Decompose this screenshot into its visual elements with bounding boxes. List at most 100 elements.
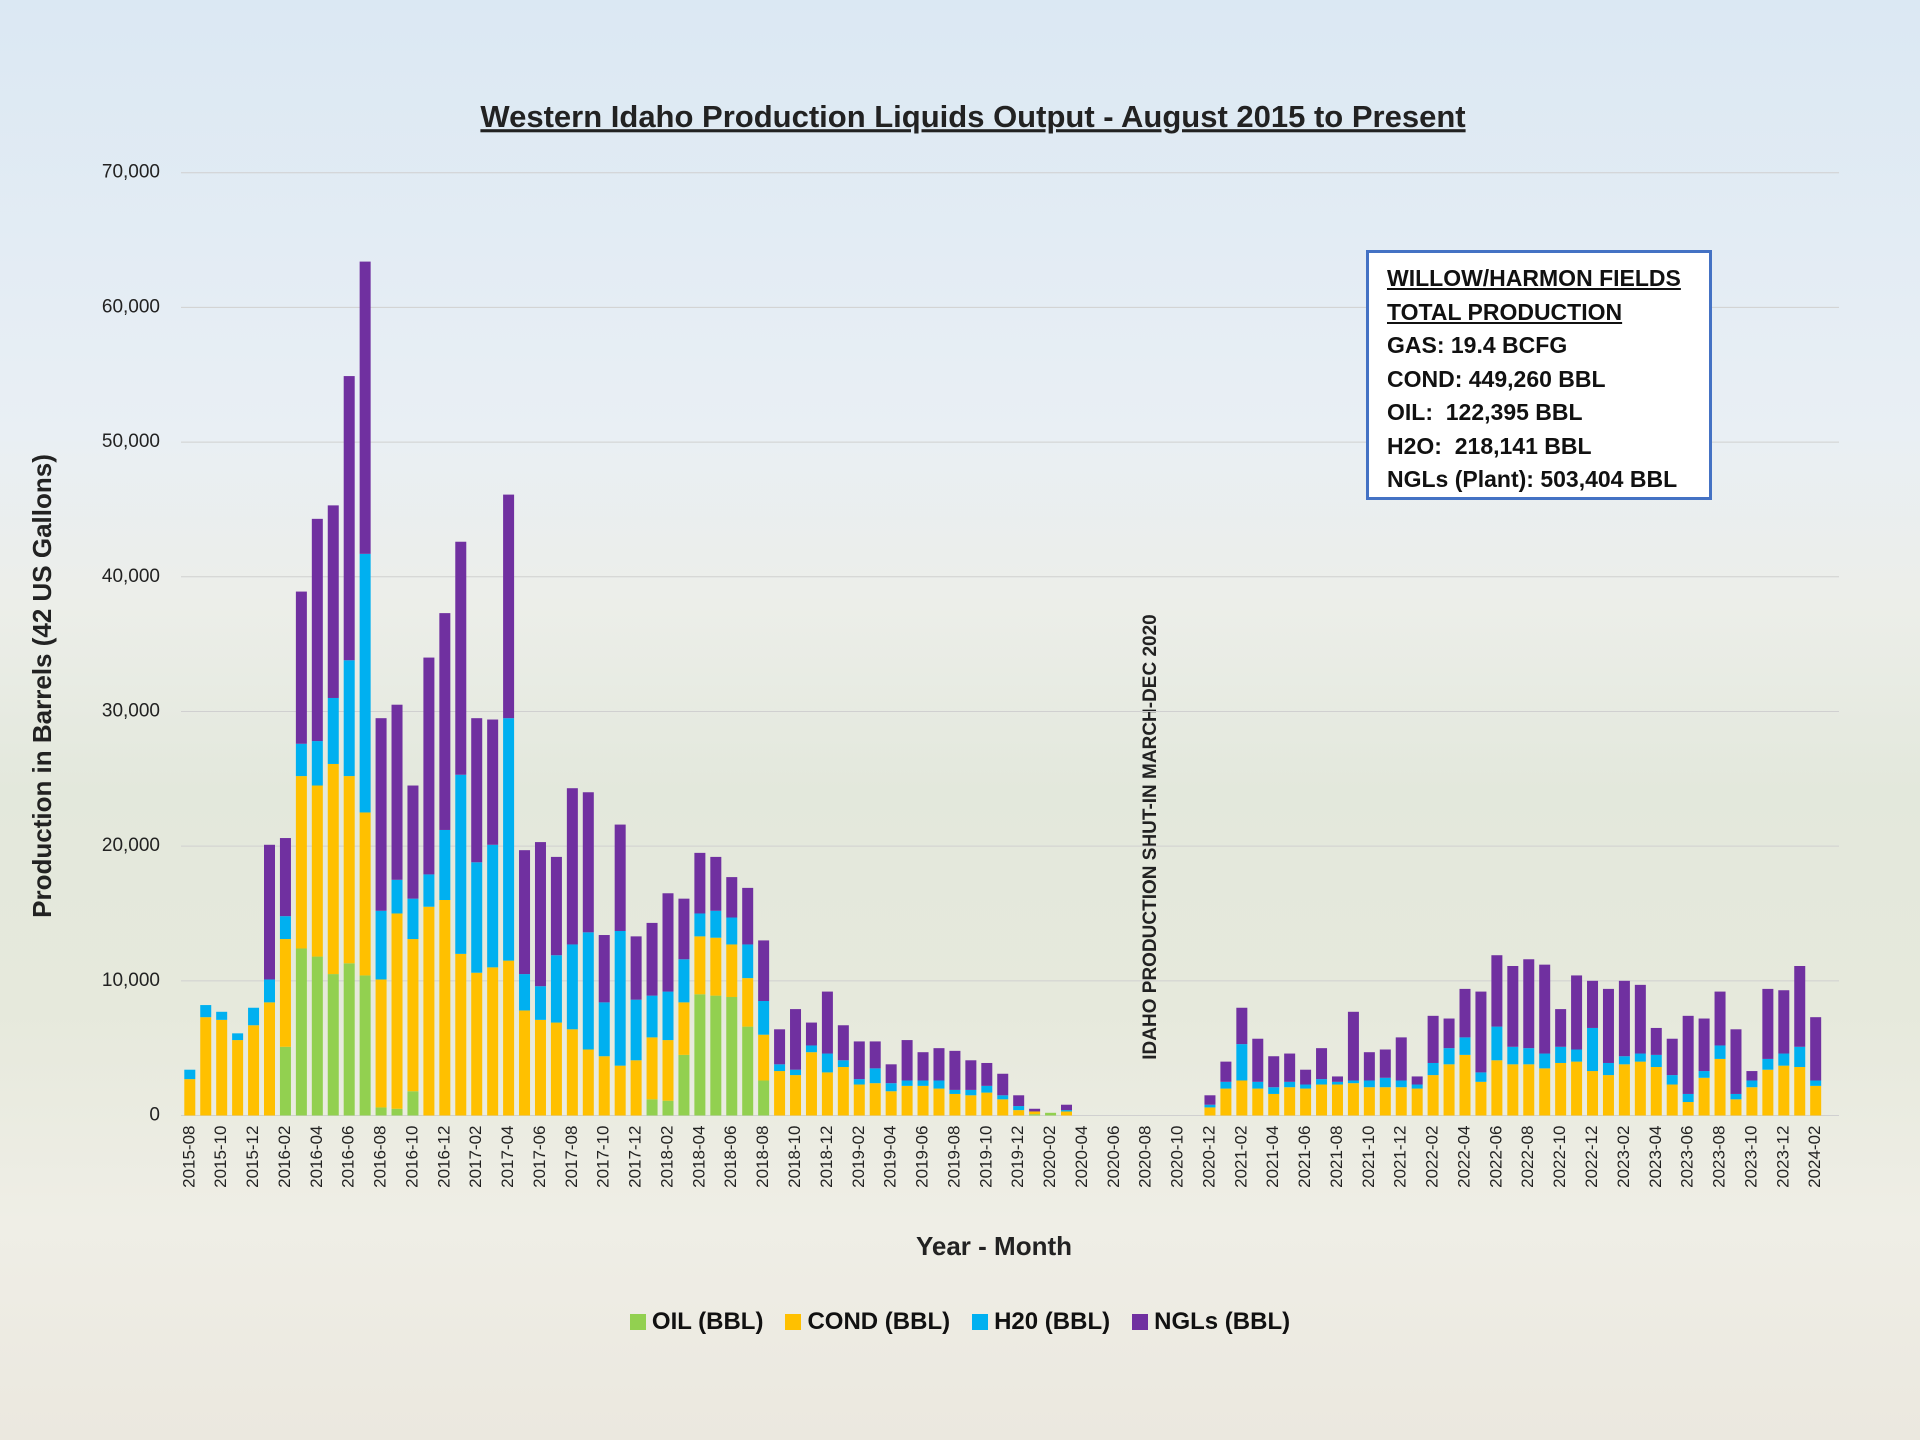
bar-segment — [534, 986, 546, 1020]
bar-segment — [1347, 1080, 1359, 1084]
bar-segment — [1316, 1084, 1328, 1116]
bar-segment — [216, 1011, 228, 1020]
bar-segment — [678, 959, 690, 1003]
bar-segment — [1045, 1112, 1057, 1116]
y-axis-title: Production in Barrels (42 US Gallons) — [27, 454, 57, 918]
bar-segment — [1300, 1069, 1312, 1085]
bar-segment — [1029, 1108, 1041, 1112]
bar-segment — [1013, 1106, 1025, 1111]
summary-line: NGLs (Plant): 503,404 BBL — [1387, 466, 1678, 492]
bar-segment — [1252, 1088, 1264, 1116]
bar-segment — [519, 974, 531, 1011]
bar-segment — [1061, 1104, 1072, 1111]
bar-segment — [1602, 1075, 1614, 1116]
x-tick-label: 2018-06 — [721, 1126, 740, 1188]
bar-segment — [821, 1053, 833, 1073]
bar-segment — [1443, 1048, 1455, 1065]
bar-segment — [1061, 1111, 1072, 1116]
bar-segment — [359, 261, 371, 554]
bar-segment — [630, 999, 642, 1061]
bar-segment — [455, 953, 467, 1116]
bar-segment — [694, 852, 706, 914]
bar-segment — [710, 910, 722, 938]
bar-segment — [742, 887, 754, 945]
bar-segment — [311, 956, 323, 1116]
bar-segment — [1268, 1056, 1280, 1088]
bar-segment — [1061, 1110, 1072, 1112]
x-tick-label: 2016-12 — [434, 1126, 453, 1188]
bar-segment — [917, 1052, 929, 1081]
bar-segment — [630, 936, 642, 1000]
bar-segment — [901, 1080, 913, 1086]
bar-segment — [662, 991, 674, 1041]
bar-segment — [1698, 1018, 1710, 1072]
bar-segment — [742, 944, 754, 979]
bar-segment — [869, 1068, 881, 1084]
bar-segment — [327, 505, 339, 698]
bar-segment — [598, 935, 610, 1003]
bar-segment — [1347, 1011, 1359, 1081]
y-tick-label: 10,000 — [102, 970, 160, 991]
legend-swatch — [1132, 1314, 1149, 1330]
bar-segment — [279, 916, 291, 940]
bar-segment — [1411, 1088, 1423, 1116]
bar-segment — [566, 788, 578, 945]
bar-segment — [1427, 1075, 1439, 1116]
bar-segment — [1427, 1015, 1439, 1063]
summary-line: H2O: 218,141 BBL — [1387, 432, 1592, 459]
x-tick-label: 2017-04 — [498, 1126, 517, 1188]
x-tick-label: 2020-06 — [1104, 1126, 1123, 1188]
bar-segment — [519, 850, 531, 975]
bar-segment — [1491, 1060, 1503, 1116]
bar-segment — [662, 1040, 674, 1101]
bar-segment — [295, 591, 307, 744]
bar-segment — [391, 1108, 403, 1116]
bar-segment — [774, 1064, 786, 1072]
bar-segment — [646, 1037, 658, 1100]
y-tick-label: 70,000 — [102, 162, 160, 183]
x-tick-label: 2016-10 — [402, 1126, 421, 1188]
bar-segment — [694, 936, 706, 995]
bar-segment — [678, 1002, 690, 1055]
y-tick-label: 20,000 — [102, 835, 160, 856]
bar-segment — [375, 718, 387, 911]
bar-segment — [1587, 980, 1599, 1028]
bar-segment — [566, 1029, 578, 1116]
y-tick-label: 30,000 — [102, 700, 160, 721]
x-tick-label: 2023-06 — [1678, 1126, 1697, 1188]
bar-segment — [678, 1054, 690, 1116]
bar-segment — [1475, 991, 1487, 1073]
bar-segment — [933, 1088, 945, 1116]
bar-segment — [1698, 1077, 1710, 1116]
bar-segment — [1587, 1071, 1599, 1116]
legend: OIL (BBL) COND (BBL) H20 (BBL) NGLs (BBL) — [0, 1308, 1920, 1336]
bar-segment — [1507, 1046, 1519, 1065]
bar-segment — [487, 719, 499, 845]
bar-segment — [471, 862, 483, 973]
bar-segment — [1013, 1095, 1025, 1107]
bar-segment — [471, 972, 483, 1116]
bar-segment — [455, 774, 467, 954]
bar-segment — [1379, 1049, 1391, 1078]
bar-segment — [1666, 1075, 1678, 1085]
bar-segment — [869, 1041, 881, 1069]
bar-segment — [1284, 1087, 1296, 1116]
bar-segment — [805, 1045, 817, 1053]
bar-segment — [1379, 1077, 1391, 1088]
bar-segment — [423, 874, 435, 907]
y-tick-label: 40,000 — [102, 566, 160, 587]
bar-segment — [343, 963, 355, 1116]
bar-segment — [869, 1083, 881, 1116]
x-tick-label: 2023-08 — [1710, 1126, 1729, 1188]
bar-segment — [1539, 1068, 1551, 1116]
bar-segment — [885, 1064, 897, 1084]
bar-segment — [1220, 1061, 1232, 1082]
bar-segment — [1666, 1084, 1678, 1116]
bar-segment — [1236, 1007, 1248, 1045]
bar-segment — [1618, 1056, 1630, 1065]
x-tick-label: 2019-02 — [849, 1126, 868, 1188]
bar-segment — [1762, 1058, 1774, 1070]
bar-segment — [1762, 1069, 1774, 1116]
bar-segment — [295, 948, 307, 1116]
